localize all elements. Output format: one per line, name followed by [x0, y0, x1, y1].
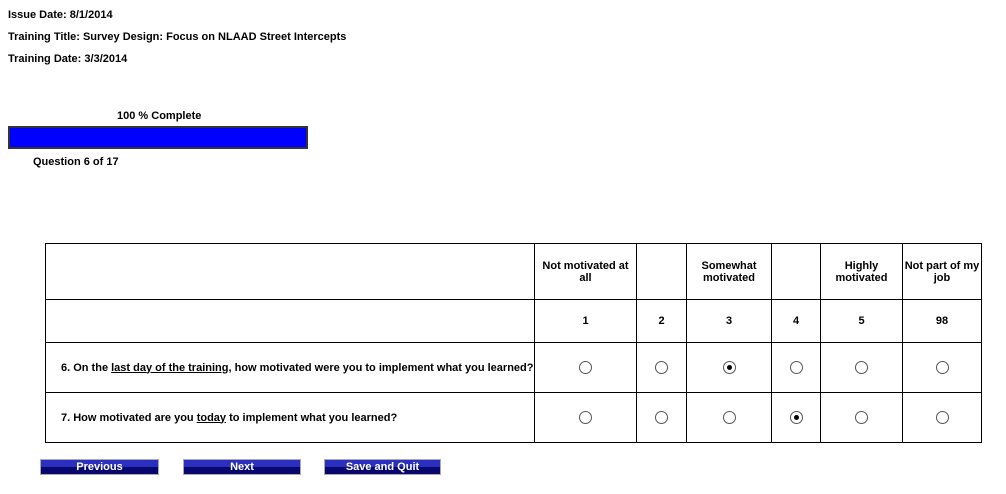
scale-row: 1 2 3 4 5 98 [45, 299, 982, 343]
save-and-quit-button[interactable]: Save and Quit [324, 459, 441, 475]
scale-value: 1 [534, 299, 637, 343]
question-row: 6. On the last day of the training, how … [45, 342, 982, 393]
col-header: Highly motivated [820, 243, 903, 300]
scale-value: 98 [902, 299, 982, 343]
radio-option-4[interactable] [789, 411, 803, 424]
radio-option-5[interactable] [855, 411, 868, 424]
progress-fill [10, 128, 306, 147]
question-counter: Question 6 of 17 [33, 156, 119, 168]
radio-option-4[interactable] [789, 361, 803, 374]
scale-value: 4 [771, 299, 821, 343]
radio-option-2[interactable] [655, 411, 668, 424]
training-title: Training Title: Survey Design: Focus on … [8, 31, 347, 43]
scale-value: 3 [686, 299, 772, 343]
radio-option-3[interactable] [722, 411, 736, 424]
col-header: Somewhat motivated [686, 243, 772, 300]
progress-label: 100 % Complete [117, 110, 202, 122]
question-row: 7. How motivated are you today to implem… [45, 392, 982, 443]
radio-option-2[interactable] [655, 361, 668, 374]
previous-button[interactable]: Previous [40, 459, 159, 475]
col-header [771, 243, 821, 300]
question-text: 6. On the last day of the training, how … [45, 342, 535, 393]
scale-value: 5 [820, 299, 903, 343]
col-header [636, 243, 687, 300]
progress-bar [8, 126, 308, 149]
training-date: Training Date: 3/3/2014 [8, 53, 128, 65]
issue-date: Issue Date: 8/1/2014 [8, 9, 113, 21]
radio-option-98[interactable] [935, 411, 949, 424]
survey-table: Not motivated at all Somewhat motivated … [45, 243, 982, 443]
header-row: Not motivated at all Somewhat motivated … [45, 243, 982, 300]
radio-option-3[interactable] [722, 361, 736, 374]
radio-option-98[interactable] [935, 361, 949, 374]
col-header: Not motivated at all [534, 243, 637, 300]
next-button[interactable]: Next [183, 459, 301, 475]
col-header: Not part of my job [902, 243, 982, 300]
question-text: 7. How motivated are you today to implem… [45, 392, 535, 443]
scale-value: 2 [636, 299, 687, 343]
radio-option-1[interactable] [579, 411, 592, 424]
radio-option-5[interactable] [855, 361, 868, 374]
radio-option-1[interactable] [579, 361, 592, 374]
